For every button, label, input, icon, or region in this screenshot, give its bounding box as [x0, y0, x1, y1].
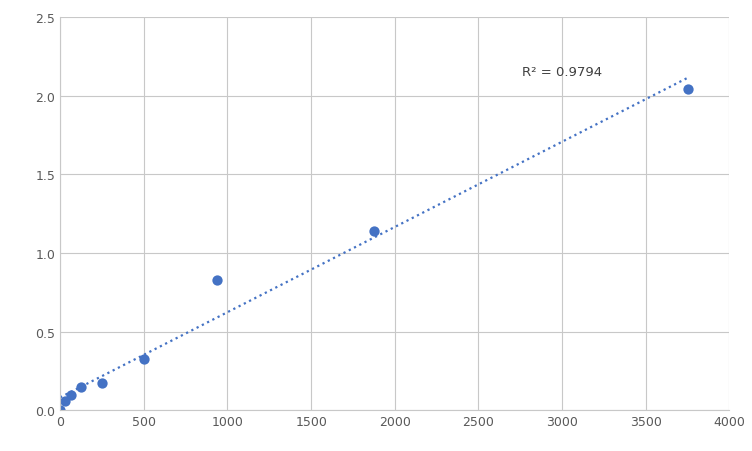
Point: [75, 383, 87, 391]
Point: [138, 356, 150, 363]
Point: [96, 379, 108, 387]
Text: R² = 0.9794: R² = 0.9794: [522, 66, 602, 79]
Point: [211, 276, 223, 284]
Point: [681, 87, 693, 94]
Point: [59, 397, 71, 405]
Point: [368, 228, 380, 235]
Point: [54, 407, 66, 414]
Point: [65, 391, 77, 398]
